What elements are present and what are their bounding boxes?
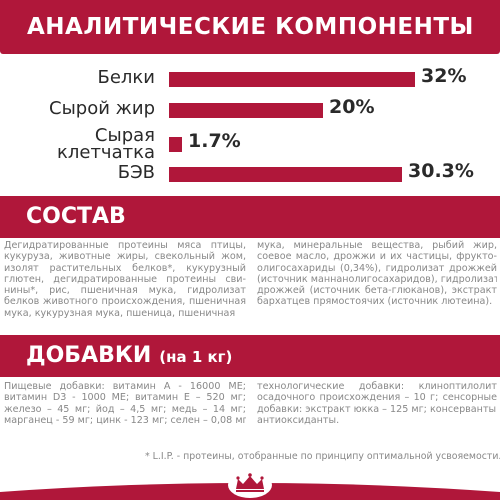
composition-text-left: Дегидратированные протеины мяса птицы, ку…: [4, 240, 246, 319]
analytics-header: АНАЛИТИЧЕСКИЕ КОМПОНЕНТЫ: [0, 0, 500, 54]
analytic-label-line: Белки: [97, 67, 156, 88]
analytic-value: 1.7%: [188, 130, 241, 152]
analytic-label-line: Сырая: [94, 125, 155, 146]
text-line: мука, кукурузная мука, пшеница, пшенична…: [4, 307, 236, 319]
text-line: дрожжей (источник бета-глюканов), экстра…: [257, 285, 497, 297]
text-line: Дегидратированные протеины мяса птицы,: [4, 240, 246, 251]
analytic-row: Сырой жир 20%: [0, 96, 500, 125]
analytic-value: 32%: [421, 65, 467, 87]
text-line: изолят растительных белков*, кукурузный: [4, 262, 246, 274]
text-line: бархатцев прямостоячих (источник лютеина…: [257, 296, 493, 308]
composition-text-right: мука, минеральные вещества, рыбий жир, со…: [257, 240, 497, 308]
text-line: железо – 45 мг; йод – 4,5 мг; медь – 14 …: [4, 403, 246, 415]
analytic-bar: [169, 103, 323, 118]
analytic-label: Белки: [98, 67, 156, 89]
analytic-label: Сырая клетчатка: [57, 125, 155, 163]
analytic-label-line: Сырой жир: [49, 98, 155, 119]
text-line: глютен, дегидратированные протеины сви-: [4, 273, 246, 285]
text-line: Пищевые добавки: витамин А - 16000 МЕ;: [4, 381, 246, 392]
text-line: витамин D3 - 1000 МЕ; витамин Е – 520 мг…: [4, 392, 246, 404]
analytic-row: Сырая клетчатка 1.7%: [0, 127, 500, 162]
analytic-bar: [169, 167, 402, 182]
text-line: марганец - 59 мг; цинк - 123 мг; селен –…: [4, 414, 246, 426]
analytic-label: Сырой жир: [49, 98, 155, 120]
additives-text-right: технологические добавки: клиноптилолит ос…: [257, 381, 497, 426]
analytic-bar: [169, 137, 182, 152]
composition-title: СОСТАВ: [26, 204, 126, 229]
footnote: * L.I.P. - протеины, отобранные по принц…: [145, 451, 500, 462]
text-line: (источник маннанолигосахаридов), гидроли…: [257, 273, 497, 285]
text-line: олигосахариды (0,34%), гидролизат дрожже…: [257, 262, 497, 274]
analytic-bar: [169, 72, 415, 87]
text-line: белков животного происхождения, пшенична…: [4, 296, 246, 308]
text-line: антиоксиданты.: [257, 414, 340, 426]
analytic-label-line: БЭВ: [117, 162, 155, 183]
text-line: мука, минеральные вещества, рыбий жир,: [257, 240, 497, 251]
analytic-label-line: клетчатка: [57, 142, 155, 163]
analytic-value: 30.3%: [408, 160, 474, 182]
text-line: кукуруза, животные жиры, свекольный жом,: [4, 251, 246, 263]
text-line: технологические добавки: клиноптилолит: [257, 381, 497, 392]
brand-logo: [0, 472, 500, 500]
additives-text-left: Пищевые добавки: витамин А - 16000 МЕ; ви…: [4, 381, 246, 426]
text-line: нины*, рис, пшеничная мука, гидролизат: [4, 285, 246, 297]
text-line: добавки: экстракт юкка – 125 мг; консерв…: [257, 403, 497, 415]
analytic-row: Белки 32%: [0, 65, 500, 94]
additives-header: ДОБАВКИ (на 1 кг): [0, 335, 500, 377]
crown-icon: [236, 473, 264, 492]
analytic-label: БЭВ: [118, 162, 155, 184]
analytic-value: 20%: [329, 96, 375, 118]
additives-subtitle: (на 1 кг): [159, 348, 233, 366]
additives-title: ДОБАВКИ: [26, 343, 152, 368]
analytic-row: БЭВ 30.3%: [0, 160, 500, 189]
analytics-title: АНАЛИТИЧЕСКИЕ КОМПОНЕНТЫ: [27, 14, 474, 40]
text-line: соевое масло, дрожжи и их частицы, фрукт…: [257, 251, 497, 263]
composition-header: СОСТАВ: [0, 196, 500, 238]
text-line: осадочного происхождения – 10 г; сенсорн…: [257, 392, 497, 404]
